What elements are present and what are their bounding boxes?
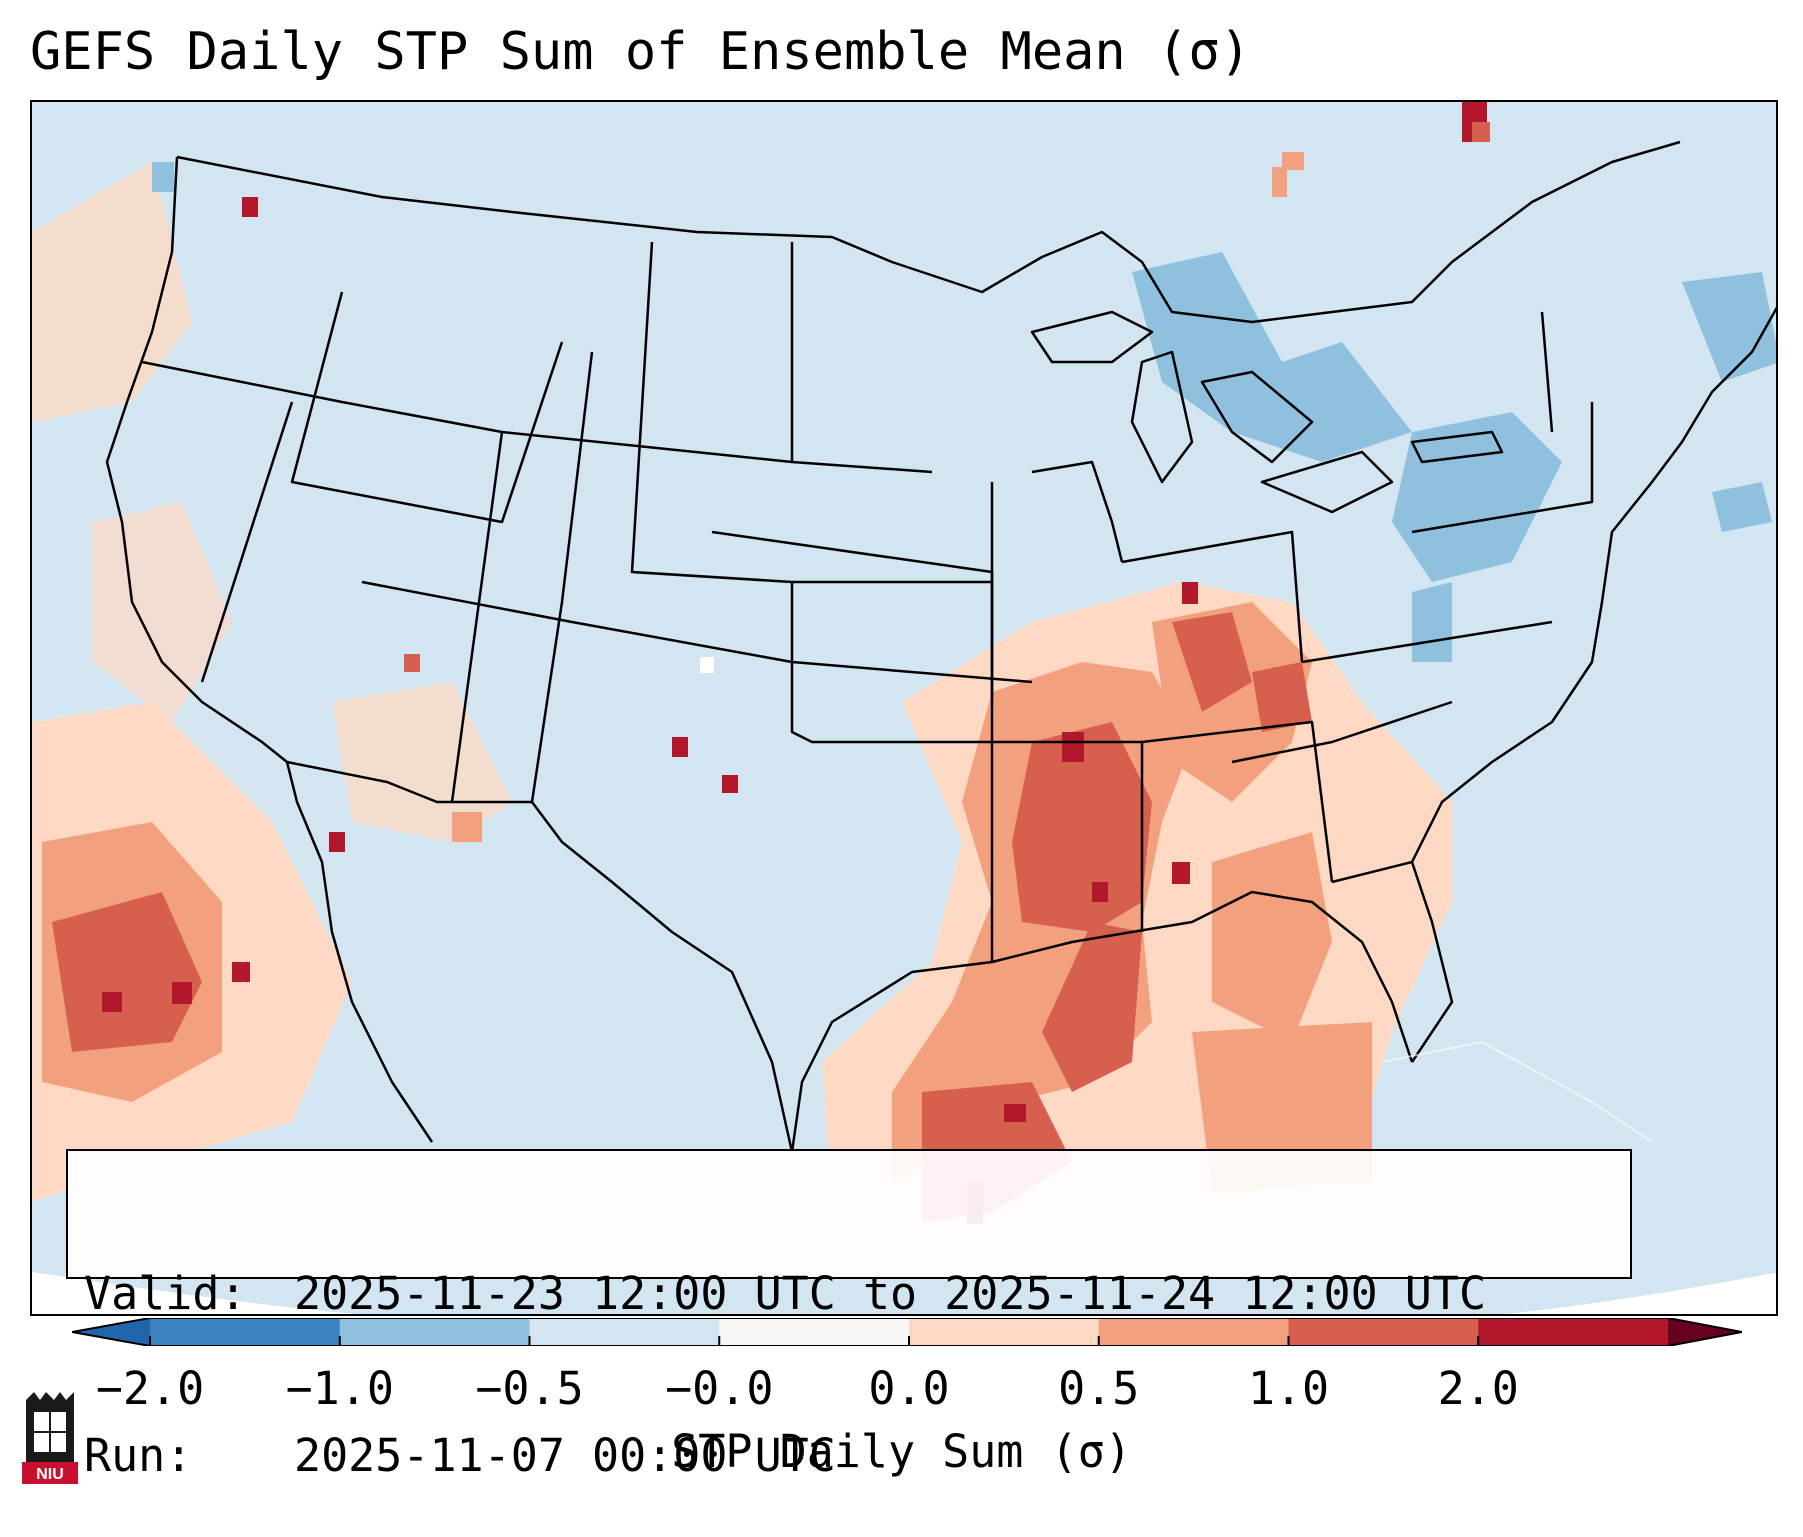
colorbar-tick-label: −2.0 xyxy=(95,1362,205,1415)
colorbar-tick-label: 0.5 xyxy=(1058,1362,1140,1415)
valid-value: 2025-11-23 12:00 UTC to 2025-11-24 12:00… xyxy=(294,1267,1487,1320)
colorbar-tick-label: 0.0 xyxy=(868,1362,950,1415)
colorbar-tick-label: −1.0 xyxy=(285,1362,394,1415)
colorbar-extend-max xyxy=(1668,1318,1742,1346)
logo-text: NIU xyxy=(36,1466,64,1483)
validity-info-box: Valid: 2025-11-23 12:00 UTC to 2025-11-24… xyxy=(66,1149,1632,1482)
colorbar xyxy=(72,1318,1742,1346)
colorbar-tick-label: 1.0 xyxy=(1247,1362,1330,1415)
colorbar-segment xyxy=(719,1318,910,1346)
colorbar-segment xyxy=(1288,1318,1479,1346)
map-canvas xyxy=(32,102,1776,1314)
colorbar-tick-label: 2.0 xyxy=(1437,1362,1519,1415)
valid-row: Valid: 2025-11-23 12:00 UTC to 2025-11-24… xyxy=(84,1267,1630,1321)
run-value: 2025-11-07 00:00 UTC xyxy=(294,1429,836,1482)
colorbar-segment xyxy=(909,1318,1100,1346)
chart-title: GEFS Daily STP Sum of Ensemble Mean (σ) xyxy=(30,22,1251,82)
projection-edge-left xyxy=(32,1272,356,1314)
state-boundaries xyxy=(105,140,1776,1153)
colorbar-segment xyxy=(150,1318,341,1346)
colorbar-extend-min xyxy=(72,1318,150,1346)
colorbar-label: STP Daily Sum (σ) xyxy=(671,1425,1132,1478)
university-building-icon: NIU xyxy=(22,1392,78,1484)
anomaly-shading xyxy=(32,102,1776,1262)
run-row: Run: 2025-11-07 00:00 UTC xyxy=(84,1429,1630,1483)
colorbar-segment xyxy=(1478,1318,1669,1346)
colorbar-segment xyxy=(1098,1318,1289,1346)
colorbar-tick-label: −0.5 xyxy=(475,1362,584,1415)
colorbar-tick-label: −0.0 xyxy=(665,1362,774,1415)
map-panel xyxy=(30,100,1778,1316)
valid-label: Valid: xyxy=(84,1267,247,1320)
run-label: Run: xyxy=(84,1429,193,1482)
colorbar-segment xyxy=(339,1318,530,1346)
colorbar-segment xyxy=(529,1318,720,1346)
projection-edge-right xyxy=(1503,1272,1776,1314)
